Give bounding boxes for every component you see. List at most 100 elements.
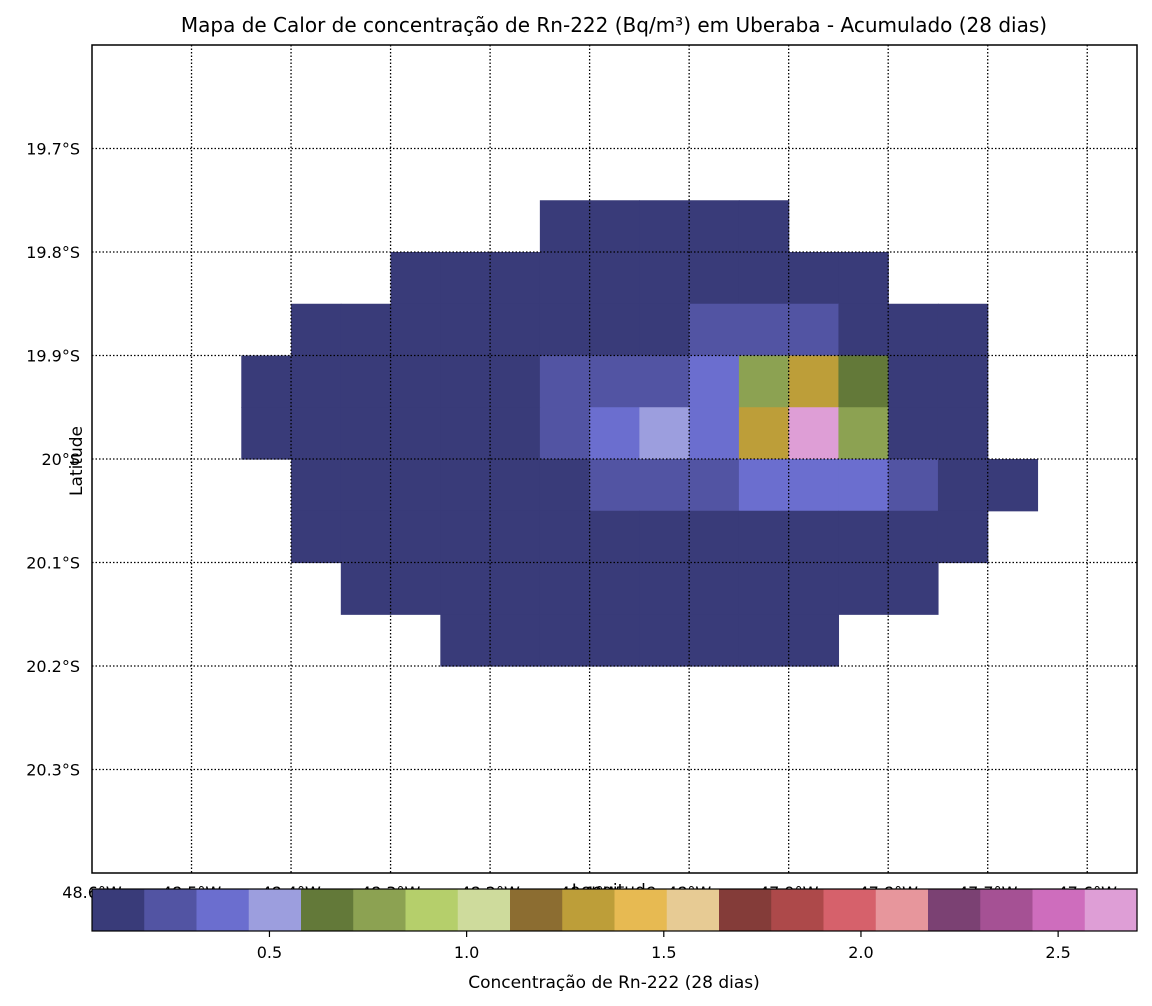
heatmap-cell [838,407,889,460]
colorbar-ticks: 0.5 1.0 1.5 2.0 2.5 [257,931,1071,962]
heatmap-cell [838,303,889,357]
heatmap-cell [539,407,591,460]
heatmap-cell [390,407,441,460]
colorbar [92,889,1138,931]
heatmap-cell [738,562,790,615]
colorbar-swatch [92,889,145,931]
y-tick-label: 20°S [41,450,80,469]
heatmap-cell [589,614,640,667]
heatmap-cell [291,459,342,512]
colorbar-label: Concentração de Rn-222 (28 dias) [468,973,760,993]
heatmap-cell [838,510,889,564]
heatmap-cell [838,459,889,512]
heatmap-cell [788,252,840,305]
heatmap-cell [390,459,441,512]
colorbar-swatch [980,889,1034,931]
colorbar-tick-label: 1.5 [651,943,676,962]
heatmap-cell [539,252,591,305]
colorbar-swatch [823,889,877,931]
heatmap-cell [490,355,541,408]
heatmap-cell [589,562,640,615]
heatmap-cell [340,303,392,357]
colorbar-swatch [1032,889,1086,931]
heatmap-cell [987,459,1039,512]
heatmap-cell [490,459,541,512]
heatmap-cell [340,562,392,615]
heatmap-cell [639,200,690,253]
heatmap-cell [888,562,939,615]
y-axis-ticks: 19.7°S 19.8°S 19.9°S 20°S 20.1°S 20.2°S 20.3°S [26,140,80,780]
heatmap-cell [738,407,790,460]
heatmap-cell [888,355,939,408]
heatmap-cell [340,510,392,564]
heatmap-cell [689,252,740,305]
colorbar-tick-label: 2.5 [1045,943,1070,962]
heatmap-cell [639,562,690,615]
heatmap-cell [689,459,740,512]
heatmap-cell [589,407,640,460]
heatmap-cells [241,200,1039,667]
heatmap-cell [639,459,690,512]
heatmap-cell [888,459,939,512]
heatmap-cell [390,355,441,408]
plot-frame [91,44,1138,874]
heatmap-cell [788,355,840,408]
colorbar-swatch [301,889,354,931]
heatmap-cell [589,510,640,564]
heatmap-cell [241,355,292,408]
heatmap-cell [788,459,840,512]
heatmap-cell [440,459,491,512]
heatmap-cell [589,252,640,305]
heatmap-cell [937,459,989,512]
heatmap-cell [390,303,441,357]
colorbar-swatch [144,889,198,931]
colorbar-swatch [875,889,929,931]
colorbar-swatch [196,889,250,931]
heatmap-cell [788,510,840,564]
heatmap-cell [738,614,790,667]
heatmap-cell [241,407,292,460]
heatmap-cell [440,510,491,564]
y-tick-label: 19.9°S [26,347,80,366]
y-axis-label: Latitude [67,426,87,496]
heatmap-cell [490,303,541,357]
heatmap-cell [291,355,342,408]
heatmap-cell [738,303,790,357]
heatmap-cell [539,200,591,253]
colorbar-frame [91,888,1138,932]
colorbar-swatch [457,889,511,931]
heatmap-cell [689,303,740,357]
heatmap-cell [689,407,740,460]
colorbar-swatch [719,889,772,931]
heatmap-cell [838,562,889,615]
heatmap-cell [490,407,541,460]
heatmap-cell [340,459,392,512]
heatmap-cell [689,510,740,564]
heatmap-cell [738,200,790,253]
heatmap-cell [639,303,690,357]
heatmap-cell [937,303,989,357]
heatmap-cell [390,562,441,615]
heatmap-cell [738,355,790,408]
y-tick-label: 20.2°S [26,657,80,676]
colorbar-swatch [771,889,825,931]
heatmap-cell [689,200,740,253]
colorbar-swatch [614,889,668,931]
heatmap-cell [639,252,690,305]
heatmap-cell [490,562,541,615]
heatmap-cell [888,510,939,564]
colorbar-swatch [405,889,459,931]
heatmap-cell [788,614,840,667]
heatmap-cell [589,355,640,408]
heatmap-cell [291,407,342,460]
heatmap-cell [539,614,591,667]
colorbar-tick-label: 0.5 [257,943,282,962]
heatmap-cell [440,614,491,667]
heatmap-cell [539,459,591,512]
y-tick-label: 20.3°S [26,761,80,780]
heatmap-cell [639,355,690,408]
heatmap-cell [838,252,889,305]
heatmap-cell [937,510,989,564]
y-tick-label: 20.1°S [26,554,80,573]
heatmap-cell [788,303,840,357]
